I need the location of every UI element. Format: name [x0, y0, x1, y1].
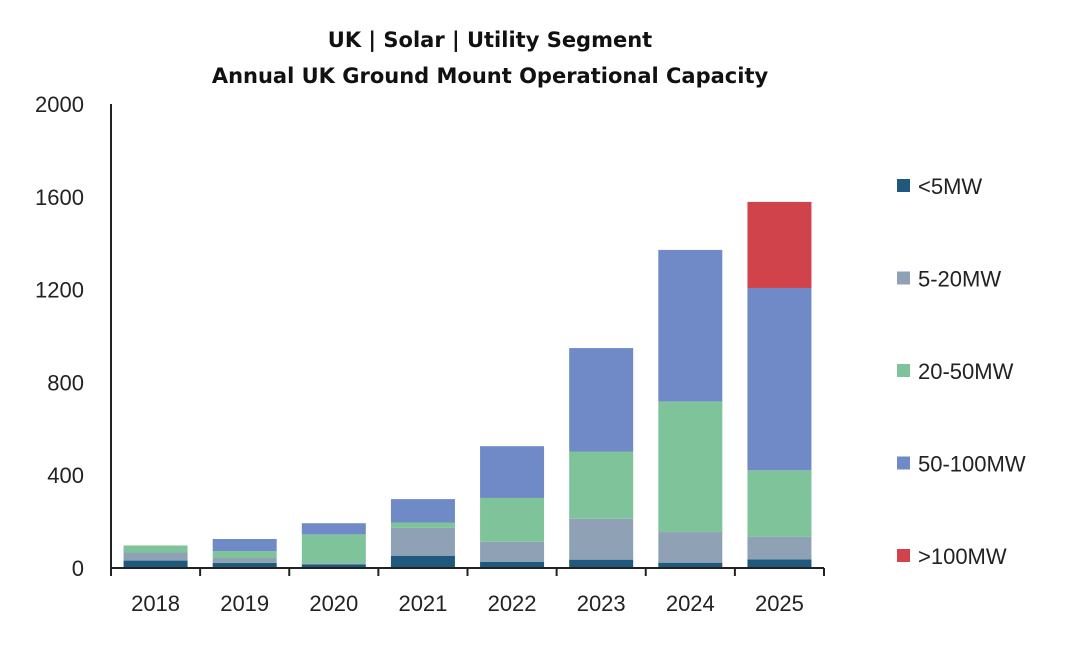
bar-segment — [480, 541, 545, 562]
bar-segment — [212, 539, 277, 552]
y-axis-ticks: 0 400 800 1200 1600 2000 — [35, 92, 84, 581]
bar-segment — [747, 470, 812, 537]
legend: <5MW 5-20MW 20-50MW 50-100MW >100MW — [897, 174, 1026, 569]
legend-swatch — [897, 179, 910, 192]
bar-segment — [390, 522, 455, 528]
bar-segment — [747, 559, 812, 568]
legend-swatch — [897, 549, 910, 562]
y-tick-label: 1600 — [35, 185, 84, 210]
legend-swatch — [897, 456, 910, 470]
y-tick-label: 800 — [47, 370, 84, 395]
legend-swatch — [897, 271, 910, 285]
legend-label: 50-100MW — [918, 452, 1026, 477]
bar-segment — [301, 523, 366, 535]
bar-segment — [747, 201, 812, 288]
x-tick-label: 2023 — [577, 591, 626, 616]
bar-segment — [212, 562, 277, 568]
bar-segment — [390, 555, 455, 568]
bar-segment — [569, 518, 634, 560]
bar-segment — [123, 545, 188, 553]
bar-segment — [123, 552, 188, 561]
bar-segment — [390, 527, 455, 556]
x-tick-label: 2021 — [398, 591, 447, 616]
y-tick-label: 1200 — [35, 278, 84, 303]
bar-segment — [212, 551, 277, 559]
bar-segment — [123, 560, 188, 568]
bars-group — [123, 201, 812, 568]
x-axis-ticks: 2018 2019 2020 2021 2022 2023 2024 2025 — [110, 568, 825, 616]
bar-segment — [301, 564, 366, 568]
x-tick-label: 2018 — [131, 591, 180, 616]
bar-segment — [569, 559, 634, 568]
legend-label: >100MW — [918, 544, 1007, 569]
chart-title: UK | Solar | Utility Segment — [328, 28, 652, 53]
bar-segment — [658, 401, 723, 533]
x-tick-label: 2020 — [309, 591, 358, 616]
y-tick-label: 2000 — [35, 92, 84, 117]
bar-segment — [747, 536, 812, 560]
bar-segment — [301, 534, 366, 564]
bar-segment — [480, 446, 545, 498]
legend-label: 20-50MW — [918, 359, 1014, 384]
y-tick-label: 400 — [47, 463, 84, 488]
x-tick-label: 2022 — [488, 591, 537, 616]
bar-segment — [212, 558, 277, 563]
bar-segment — [569, 451, 634, 519]
bar-segment — [658, 249, 723, 402]
bar-segment — [658, 562, 723, 568]
y-tick-label: 0 — [72, 556, 84, 581]
x-tick-label: 2025 — [755, 591, 804, 616]
bar-segment — [747, 287, 812, 471]
legend-label: <5MW — [918, 174, 982, 199]
legend-label: 5-20MW — [918, 267, 1001, 292]
bar-segment — [569, 348, 634, 452]
x-tick-label: 2024 — [666, 591, 715, 616]
bar-segment — [480, 561, 545, 568]
bar-segment — [390, 499, 455, 523]
chart-subtitle: Annual UK Ground Mount Operational Capac… — [212, 64, 769, 88]
legend-swatch — [897, 364, 910, 377]
bar-segment — [480, 497, 545, 542]
bar-segment — [301, 563, 366, 565]
x-tick-label: 2019 — [220, 591, 269, 616]
bar-segment — [658, 532, 723, 563]
